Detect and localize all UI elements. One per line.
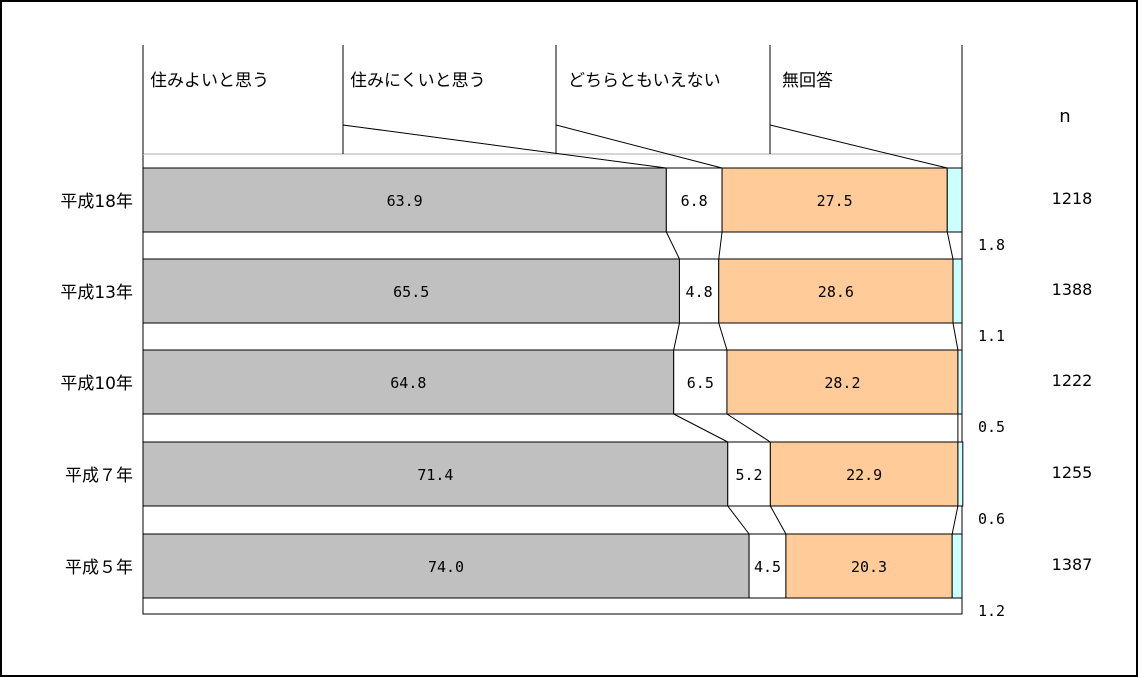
data-label: 1.2 — [978, 602, 1005, 620]
n-value: 1218 — [1052, 189, 1093, 208]
data-label: 0.6 — [978, 510, 1005, 528]
data-label: 20.3 — [851, 558, 887, 576]
category-label: 平成13年 — [60, 283, 133, 303]
bar-segment — [957, 441, 964, 507]
legend-label: 住みにくいと思う — [350, 71, 486, 91]
data-label: 4.5 — [754, 558, 781, 576]
series-line — [952, 322, 959, 351]
n-header: n — [1059, 106, 1070, 127]
legend-label: 住みよいと思う — [150, 71, 269, 91]
bar-segment — [678, 258, 720, 324]
category-label: 平成５年 — [65, 558, 133, 578]
bar-segment — [142, 258, 680, 324]
data-label: 1.8 — [978, 236, 1005, 254]
data-label: 27.5 — [817, 192, 853, 210]
series-line — [951, 505, 959, 535]
bar-segment — [726, 349, 959, 415]
series-line — [673, 322, 680, 351]
n-value: 1222 — [1052, 371, 1093, 390]
series-line — [718, 322, 728, 351]
data-label: 6.5 — [687, 374, 714, 392]
bar-segment — [718, 258, 954, 324]
bar-segment — [769, 441, 959, 507]
legend-label: 無回答 — [782, 71, 833, 91]
n-value: 1387 — [1052, 555, 1093, 574]
data-label: 1.1 — [978, 327, 1005, 345]
legend-leader-line — [769, 108, 948, 169]
bar-segment — [946, 167, 963, 233]
data-label: 64.8 — [390, 374, 426, 392]
bar-segment — [951, 533, 963, 599]
bar-segment — [957, 349, 963, 415]
data-label: 0.5 — [978, 418, 1005, 436]
series-line — [946, 231, 954, 260]
bar-segment — [952, 258, 963, 324]
data-label: 71.4 — [417, 466, 453, 484]
legend-leader-line — [555, 108, 723, 169]
data-label: 65.5 — [393, 283, 429, 301]
series-line — [727, 505, 750, 535]
data-label: 28.6 — [818, 283, 854, 301]
bar-segment — [142, 167, 667, 233]
bar-segment — [721, 167, 948, 233]
bar-segment — [785, 533, 953, 599]
bar-segment — [673, 349, 728, 415]
category-label: 平成10年 — [60, 374, 133, 394]
data-label: 4.8 — [686, 283, 713, 301]
data-label: 63.9 — [387, 192, 423, 210]
series-line — [665, 231, 680, 260]
bar-segment — [748, 533, 787, 599]
data-label: 6.8 — [681, 192, 708, 210]
series-line — [673, 413, 728, 443]
data-label: 5.2 — [736, 466, 763, 484]
category-label: 平成７年 — [65, 466, 133, 486]
bar-segment — [727, 441, 771, 507]
data-label: 22.9 — [846, 466, 882, 484]
category-label: 平成18年 — [60, 192, 133, 212]
series-line — [718, 231, 723, 260]
legend-label: どちらともいえない — [568, 71, 721, 91]
data-label: 28.2 — [824, 374, 860, 392]
legend-leader-line — [342, 108, 667, 169]
series-line — [726, 413, 771, 443]
series-line — [769, 505, 787, 535]
n-value: 1388 — [1052, 280, 1093, 299]
data-label: 74.0 — [428, 558, 464, 576]
n-value: 1255 — [1052, 463, 1093, 482]
bar-segment — [142, 441, 729, 507]
bar-segment — [142, 349, 675, 415]
